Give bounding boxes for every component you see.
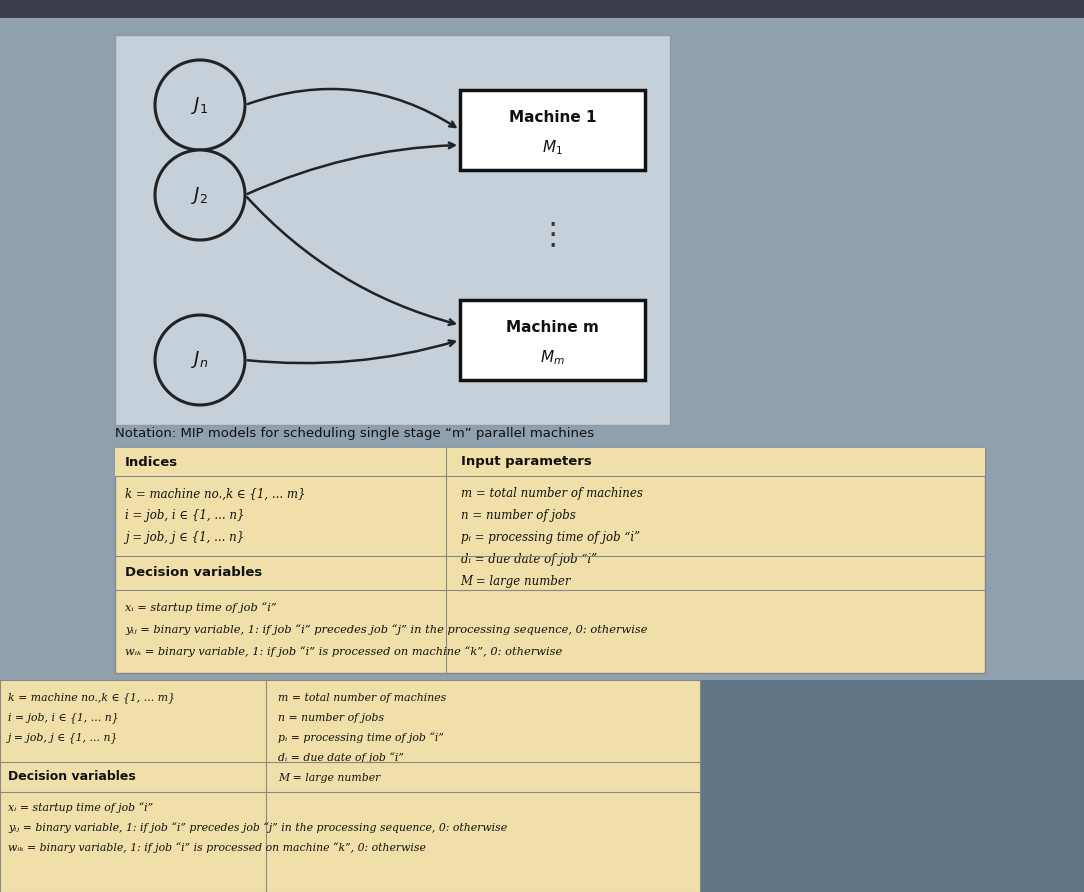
Text: i = job, i ∈ {1, ... n}: i = job, i ∈ {1, ... n}	[8, 713, 118, 723]
Bar	[460, 300, 645, 380]
Text: n = number of jobs: n = number of jobs	[461, 509, 576, 523]
Bar	[460, 90, 645, 170]
Bar	[0, 680, 700, 892]
Text: ⋮: ⋮	[538, 220, 568, 250]
Text: yᵢⱼ = binary variable, 1: if job “i” precedes job “j” in the processing sequence: yᵢⱼ = binary variable, 1: if job “i” pre…	[8, 822, 507, 833]
Circle shape	[155, 315, 245, 405]
Text: $J_n$: $J_n$	[191, 350, 209, 370]
Text: $J_2$: $J_2$	[192, 185, 208, 205]
Text: k = machine no.,k ∈ {1, ... m}: k = machine no.,k ∈ {1, ... m}	[125, 488, 306, 500]
Text: pᵢ = processing time of job “i”: pᵢ = processing time of job “i”	[278, 732, 443, 743]
Text: Decision variables: Decision variables	[8, 770, 136, 782]
Text: k = machine no.,k ∈ {1, ... m}: k = machine no.,k ∈ {1, ... m}	[8, 692, 175, 704]
Text: wᵢₖ = binary variable, 1: if job “i” is processed on machine “k”, 0: otherwise: wᵢₖ = binary variable, 1: if job “i” is …	[8, 843, 426, 854]
Text: $M_1$: $M_1$	[542, 138, 563, 157]
Bar	[0, 0, 1084, 18]
Text: xᵢ = startup time of job “i”: xᵢ = startup time of job “i”	[8, 803, 153, 814]
Text: Notation: MIP models for scheduling single stage “m” parallel machines: Notation: MIP models for scheduling sing…	[115, 427, 594, 440]
Text: Input parameters: Input parameters	[461, 456, 592, 468]
Circle shape	[155, 60, 245, 150]
Text: yᵢⱼ = binary variable, 1: if job “i” precedes job “j” in the processing sequence: yᵢⱼ = binary variable, 1: if job “i” pre…	[125, 624, 647, 635]
Text: M = large number: M = large number	[461, 575, 571, 589]
Bar	[115, 448, 985, 673]
Text: Machine 1: Machine 1	[508, 111, 596, 126]
Text: pᵢ = processing time of job “i”: pᵢ = processing time of job “i”	[461, 532, 640, 544]
Text: j = job, j ∈ {1, ... n}: j = job, j ∈ {1, ... n}	[125, 532, 244, 544]
Text: n = number of jobs: n = number of jobs	[278, 713, 384, 723]
Text: m = total number of machines: m = total number of machines	[461, 488, 643, 500]
Circle shape	[155, 150, 245, 240]
Text: xᵢ = startup time of job “i”: xᵢ = startup time of job “i”	[125, 603, 276, 614]
Text: Indices: Indices	[125, 456, 178, 468]
Text: $J_1$: $J_1$	[192, 95, 208, 115]
Bar	[115, 448, 985, 476]
Text: Machine m: Machine m	[506, 320, 599, 335]
Bar	[0, 680, 1084, 892]
Text: M = large number: M = large number	[278, 773, 380, 783]
Text: dᵢ = due date of job “i”: dᵢ = due date of job “i”	[278, 753, 404, 764]
Text: i = job, i ∈ {1, ... n}: i = job, i ∈ {1, ... n}	[125, 509, 245, 523]
Text: j = job, j ∈ {1, ... n}: j = job, j ∈ {1, ... n}	[8, 732, 118, 743]
Text: Decision variables: Decision variables	[125, 566, 262, 579]
Bar	[115, 35, 670, 425]
Text: wᵢₖ = binary variable, 1: if job “i” is processed on machine “k”, 0: otherwise: wᵢₖ = binary variable, 1: if job “i” is …	[125, 647, 563, 657]
Text: $M_m$: $M_m$	[540, 349, 565, 368]
Text: dᵢ = due date of job “i”: dᵢ = due date of job “i”	[461, 554, 596, 566]
Bar	[0, 18, 1084, 680]
Text: m = total number of machines: m = total number of machines	[278, 693, 447, 703]
